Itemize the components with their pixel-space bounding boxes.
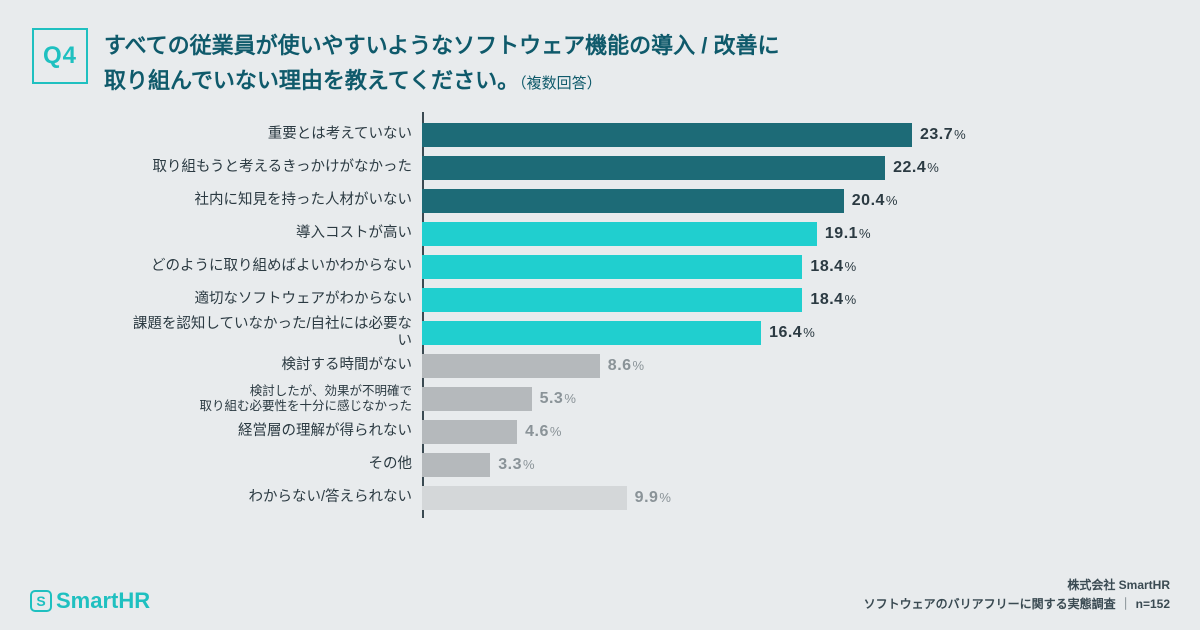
row-label: 重要とは考えていない [132,126,422,143]
bar [422,222,817,246]
chart-row: 取り組もうと考えるきっかけがなかった 22.4% [132,151,1132,184]
bar [422,255,802,279]
bar-track: 20.4% [422,184,1132,217]
bar-track: 22.4% [422,151,1132,184]
bar [422,420,517,444]
separator: ｜ [1120,597,1132,611]
chart-row: どのように取り組めばよいかわからない 18.4% [132,250,1132,283]
row-label: 取り組もうと考えるきっかけがなかった [132,159,422,176]
row-label: 検討したが、効果が不明確で取り組む必要性を十分に感じなかった [132,384,422,413]
chart-row: 導入コストが高い 19.1% [132,217,1132,250]
bar-track: 18.4% [422,283,1132,316]
bar [422,156,885,180]
bar [422,189,844,213]
credits: 株式会社 SmartHR ソフトウェアのバリアフリーに関する実態調査 ｜ n=152 [864,576,1170,614]
question-title: すべての従業員が使いやすいようなソフトウェア機能の導入 / 改善に 取り組んでい… [104,28,779,98]
bar-track: 8.6% [422,349,1132,382]
chart-row: 重要とは考えていない 23.7% [132,118,1132,151]
bar-track: 5.3% [422,382,1132,415]
bar [422,453,490,477]
row-label: 経営層の理解が得られない [132,423,422,440]
bar-track: 16.4% [422,316,1132,349]
bar-track: 3.3% [422,448,1132,481]
bar-value: 23.7% [920,126,966,144]
footer: S SmartHR 株式会社 SmartHR ソフトウェアのバリアフリーに関する… [30,576,1170,614]
bar-value: 8.6% [608,357,645,375]
bar [422,354,600,378]
bar-value: 16.4% [769,324,815,342]
bar [422,288,802,312]
bar-track: 18.4% [422,250,1132,283]
bar-value: 3.3% [498,456,535,474]
bar-value: 5.3% [540,390,577,408]
row-label: 社内に知見を持った人材がいない [132,192,422,209]
bar-value: 18.4% [810,291,856,309]
chart-row: わからない/答えられない 9.9% [132,481,1132,514]
chart-row: 検討したが、効果が不明確で取り組む必要性を十分に感じなかった 5.3% [132,382,1132,415]
bar-track: 19.1% [422,217,1132,250]
chart-row: 適切なソフトウェアがわからない 18.4% [132,283,1132,316]
bar-value: 19.1% [825,225,871,243]
bar [422,321,761,345]
row-label: 検討する時間がない [132,357,422,374]
row-label: 課題を認知していなかった/自社には必要ない [132,316,422,349]
bar-chart: 重要とは考えていない 23.7% 取り組もうと考えるきっかけがなかった 22.4% 社内… [132,118,1132,514]
survey-title: ソフトウェアのバリアフリーに関する実態調査 [864,597,1116,611]
bar-track: 9.9% [422,481,1132,514]
bar [422,486,627,510]
bar-track: 4.6% [422,415,1132,448]
chart-row: その他 3.3% [132,448,1132,481]
bar-value: 22.4% [893,159,939,177]
row-label: 適切なソフトウェアがわからない [132,291,422,308]
title-note: （複数回答） [519,75,602,92]
chart-row: 社内に知見を持った人材がいない 20.4% [132,184,1132,217]
row-label: 導入コストが高い [132,225,422,242]
bar [422,387,532,411]
brand-logo: S SmartHR [30,588,150,614]
brand-logo-icon: S [30,590,52,612]
chart-row: 課題を認知していなかった/自社には必要ない 16.4% [132,316,1132,349]
title-line-1: すべての従業員が使いやすいようなソフトウェア機能の導入 / 改善に [104,33,779,58]
chart-row: 経営層の理解が得られない 4.6% [132,415,1132,448]
bar-value: 4.6% [525,423,562,441]
question-header: Q4 すべての従業員が使いやすいようなソフトウェア機能の導入 / 改善に 取り組… [0,0,1200,108]
row-label: わからない/答えられない [132,489,422,506]
bar-value: 9.9% [635,489,672,507]
title-line-2: 取り組んでいない理由を教えてください。 [104,68,519,93]
chart-row: 検討する時間がない 8.6% [132,349,1132,382]
bar-track: 23.7% [422,118,1132,151]
question-number-badge: Q4 [32,28,88,84]
brand-logo-text: SmartHR [56,588,150,614]
bar [422,123,912,147]
row-label: その他 [132,456,422,473]
row-label: どのように取り組めばよいかわからない [132,258,422,275]
company-name: 株式会社 SmartHR [864,576,1170,595]
bar-value: 18.4% [810,258,856,276]
bar-value: 20.4% [852,192,898,210]
sample-size: n=152 [1136,597,1170,611]
